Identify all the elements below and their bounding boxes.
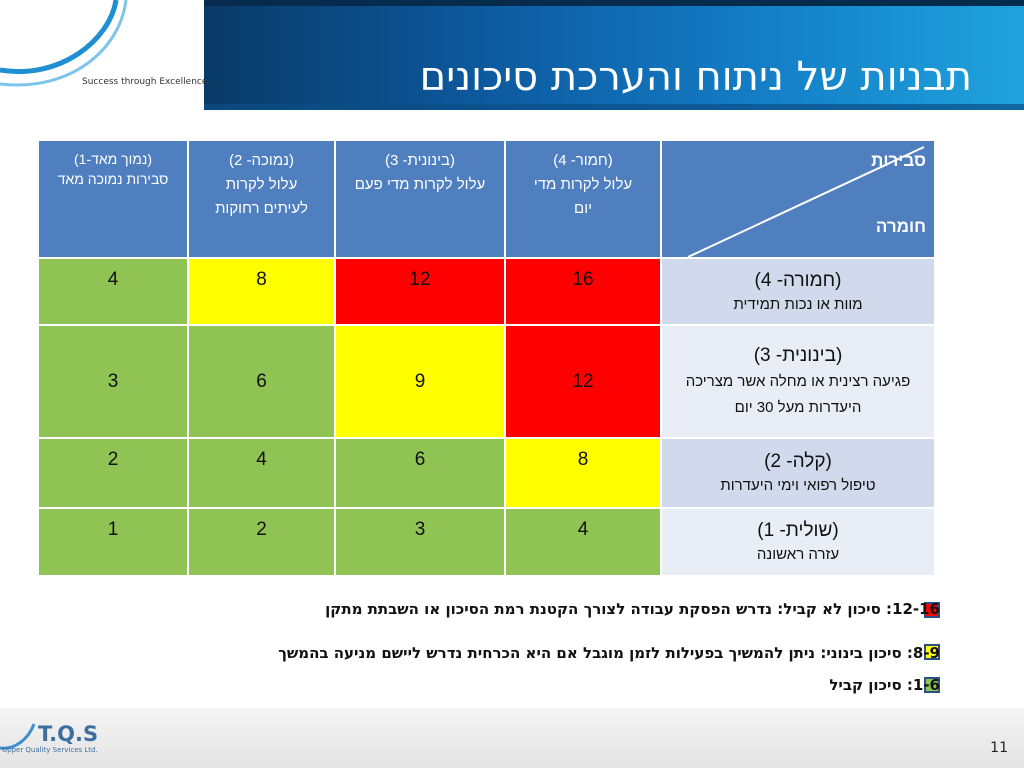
page-number: 11 [990, 740, 1008, 756]
legend-swatch-yellow [924, 644, 940, 660]
risk-cell: 4 [37, 257, 189, 326]
page-title: תבניות של ניתוח והערכת סיכונים [419, 54, 972, 100]
footer-brand: T.Q.S [38, 722, 99, 746]
footer-swoosh-icon [0, 723, 36, 750]
legend-swatch-green [924, 677, 940, 693]
table-row: 4 8 12 16 (חמורה- 4) מוות או נכות תמידית [37, 257, 936, 326]
severity-level: (שולית- 1) [757, 520, 839, 541]
column-header-2: (נמוכה- 2) עלול לקרות לעיתים רחוקות [187, 139, 336, 259]
column-header-label: (חמור- 4) עלול לקרות מדי יום [533, 152, 633, 217]
logo-swoosh-icon [0, 0, 128, 87]
column-header-label: (נמוך מאד-1) סבירות נמוכה מאד [57, 151, 169, 187]
severity-level: (חמורה- 4) [754, 269, 842, 291]
header-bottomline [204, 104, 1024, 110]
column-header-label: (בינונית- 3) עלול לקרות מדי פעם [354, 152, 486, 193]
risk-cell: 3 [334, 507, 506, 577]
column-header-1: (נמוך מאד-1) סבירות נמוכה מאד [37, 139, 189, 259]
header-topline [204, 0, 1024, 6]
severity-label-cell: (בינונית- 3) פגיעה רצינית או מחלה אשר מצ… [660, 324, 936, 439]
risk-cell: 3 [37, 324, 189, 439]
risk-cell: 8 [187, 257, 336, 326]
footer-subtitle: Upper Quality Services Ltd. [2, 746, 98, 754]
diagonal-divider-icon [687, 146, 925, 258]
risk-cell: 2 [187, 507, 336, 577]
risk-cell: 16 [504, 257, 662, 326]
table-header-row: (נמוך מאד-1) סבירות נמוכה מאד (נמוכה- 2)… [37, 139, 936, 259]
severity-description: עזרה ראשונה [756, 546, 840, 563]
legend-item-medium: 8-9: סיכון בינוני: ניתן להמשיך בפעילות ל… [278, 644, 940, 662]
risk-cell: 9 [334, 324, 506, 439]
risk-cell: 4 [187, 437, 336, 509]
table-row: 3 6 9 12 (בינונית- 3) פגיעה רצינית או מח… [37, 324, 936, 439]
severity-label-cell: (שולית- 1) עזרה ראשונה [660, 507, 936, 577]
header-band: Success through Excellence תבניות של נית… [0, 0, 1024, 110]
severity-description: טיפול רפואי וימי היעדרות [720, 477, 876, 494]
legend-swatch-red [924, 602, 940, 618]
risk-cell: 12 [334, 257, 506, 326]
severity-description: מוות או נכות תמידית [733, 295, 863, 313]
company-logo: Success through Excellence [0, 0, 208, 110]
risk-cell: 2 [37, 437, 189, 509]
severity-axis-label: חומרה [875, 217, 926, 236]
risk-cell: 1 [37, 507, 189, 577]
footer-band [0, 708, 1024, 768]
legend-item-unacceptable: 12-16: סיכון לא קביל: נדרש הפסקת עבודה ל… [325, 600, 940, 618]
column-header-3: (בינונית- 3) עלול לקרות מדי פעם [334, 139, 506, 259]
severity-level: (קלה- 2) [764, 451, 832, 472]
severity-level: (בינונית- 3) [753, 344, 843, 366]
risk-cell: 6 [334, 437, 506, 509]
column-header-label: (נמוכה- 2) עלול לקרות לעיתים רחוקות [215, 152, 308, 217]
risk-cell: 4 [504, 507, 662, 577]
header-gradient [204, 0, 1024, 110]
table-row: 1 2 3 4 (שולית- 1) עזרה ראשונה [37, 507, 936, 577]
severity-label-cell: (חמורה- 4) מוות או נכות תמידית [660, 257, 936, 326]
risk-cell: 8 [504, 437, 662, 509]
severity-label-cell: (קלה- 2) טיפול רפואי וימי היעדרות [660, 437, 936, 509]
severity-description: פגיעה רצינית או מחלה אשר מצריכה היעדרות … [685, 372, 911, 416]
risk-cell: 12 [504, 324, 662, 439]
corner-header-cell: סבירות חומרה [660, 139, 936, 259]
risk-matrix-table: (נמוך מאד-1) סבירות נמוכה מאד (נמוכה- 2)… [37, 139, 936, 577]
legend-item-acceptable: 1-6: סיכון קביל [829, 676, 940, 694]
risk-cell: 6 [187, 324, 336, 439]
column-header-4: (חמור- 4) עלול לקרות מדי יום [504, 139, 662, 259]
table-row: 2 4 6 8 (קלה- 2) טיפול רפואי וימי היעדרו… [37, 437, 936, 509]
likelihood-axis-label: סבירות [871, 151, 926, 170]
logo-tagline: Success through Excellence [82, 77, 208, 87]
